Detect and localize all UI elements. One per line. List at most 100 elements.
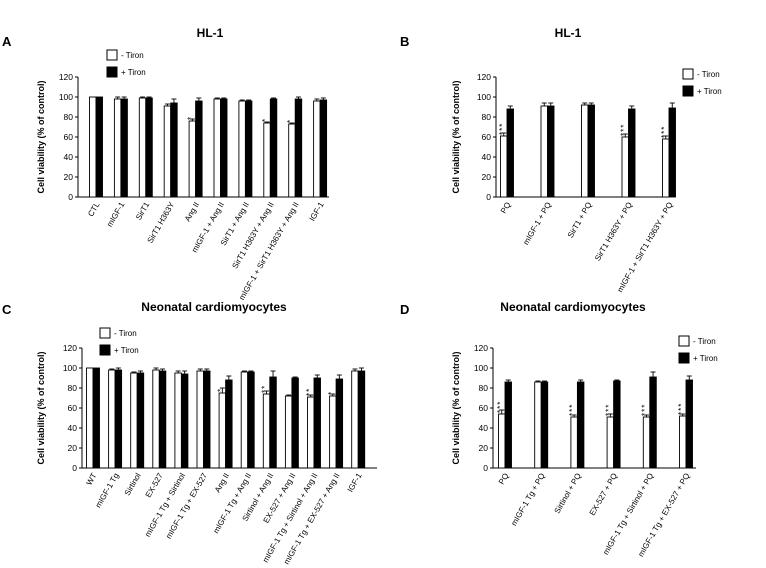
- bar: [225, 379, 233, 469]
- bar: [649, 376, 657, 469]
- bar: [203, 370, 211, 469]
- x-tick-label: SirT1: [134, 200, 152, 222]
- y-tick-label: 100: [63, 363, 77, 373]
- bar: [313, 100, 321, 198]
- bar: [195, 100, 203, 198]
- bar: [145, 97, 153, 198]
- panel-D: D Neonatal cardiomyocytes 0 20 40 60 80 100 120 C…: [400, 300, 718, 558]
- bar: [113, 98, 122, 198]
- bar: [613, 380, 621, 469]
- bar: [570, 416, 578, 469]
- bar: [540, 381, 549, 469]
- legend-swatch-plus: [682, 85, 694, 97]
- legend-label-minus: - Tiron: [121, 51, 144, 60]
- bar: [587, 104, 595, 198]
- legend-swatch-plus: [106, 66, 118, 78]
- bar: [540, 105, 548, 198]
- bar: [662, 138, 670, 198]
- x-tick-label: CTL: [86, 200, 102, 218]
- legend-label-minus: - Tiron: [697, 70, 720, 79]
- bar: [174, 372, 182, 469]
- y-tick-label: 20: [479, 443, 489, 453]
- panel-A: A HL-1 0 20 40 60 80 100 120 Cell viability (% of…: [2, 26, 329, 302]
- x-tick-label: IGF-1: [308, 200, 326, 223]
- y-tick-label: 60: [68, 403, 78, 413]
- legend: - Tiron + Tiron: [678, 335, 718, 364]
- significance-marker: ***: [496, 401, 505, 413]
- legend-label-plus: + Tiron: [114, 346, 139, 355]
- bar: [628, 108, 636, 198]
- legend-swatch-minus: [682, 68, 694, 80]
- panel-C: C Neonatal cardiomyocytes 0 20 40 60 80 100 120 C…: [2, 300, 377, 566]
- panel-B: B HL-1 0 20 40 60 80 100 120 Cell viability (% of…: [400, 26, 722, 294]
- bar: [500, 135, 508, 198]
- bar: [263, 122, 271, 198]
- legend-label-minus: - Tiron: [114, 329, 137, 338]
- bar: [108, 369, 116, 469]
- legend-swatch-minus: [678, 335, 690, 347]
- y-tick-label: 0: [483, 463, 488, 473]
- panel-label: A: [2, 34, 12, 49]
- bar: [581, 104, 589, 198]
- bar: [247, 371, 255, 469]
- bar: [213, 98, 221, 198]
- bar: [92, 367, 100, 469]
- y-tick-label: 100: [59, 92, 73, 102]
- bar: [351, 370, 359, 469]
- x-tick-label: Ang II: [183, 201, 201, 224]
- y-tick-label: 40: [479, 423, 489, 433]
- legend-swatch-plus: [99, 344, 111, 356]
- legend-label-plus: + Tiron: [121, 68, 146, 77]
- x-tick-label: Ang II: [213, 472, 231, 495]
- x-tick-label: EX-527 + PQ: [588, 472, 619, 518]
- bar: [288, 123, 296, 198]
- bar: [218, 392, 227, 469]
- bar: [506, 108, 514, 198]
- bar: [170, 102, 178, 198]
- x-tick-label: PQ: [499, 201, 513, 216]
- y-tick-label: 0: [68, 192, 73, 202]
- bar: [158, 370, 167, 469]
- significance-marker: **: [261, 385, 270, 393]
- bar: [606, 416, 615, 469]
- panel-title: HL-1: [197, 26, 224, 40]
- bar: [284, 395, 293, 469]
- x-tick-label: IGF-1: [346, 471, 364, 494]
- bar: [138, 97, 147, 198]
- y-tick-label: 100: [474, 363, 488, 373]
- bar: [196, 370, 204, 469]
- legend-swatch-plus: [678, 352, 690, 364]
- bar: [188, 120, 197, 198]
- bar: [357, 370, 366, 469]
- legend: - Tiron + Tiron: [106, 49, 146, 78]
- y-tick-label: 120: [59, 72, 73, 82]
- y-tick-label: 20: [68, 443, 78, 453]
- bar: [547, 105, 555, 198]
- significance-marker: *: [186, 116, 195, 120]
- legend-label-minus: - Tiron: [693, 337, 716, 346]
- bar: [136, 372, 145, 469]
- bar: [668, 107, 676, 198]
- bar: [679, 415, 687, 469]
- y-tick-label: 20: [64, 172, 74, 182]
- y-tick-label: 120: [474, 343, 488, 353]
- y-tick-label: 40: [68, 423, 78, 433]
- y-tick-label: 60: [479, 403, 489, 413]
- bar: [294, 98, 303, 198]
- y-axis-label: Cell viability (% of control): [451, 351, 461, 464]
- bar: [621, 136, 629, 198]
- legend-swatch-minus: [106, 49, 118, 61]
- legend: - Tiron + Tiron: [682, 68, 722, 97]
- y-tick-label: 40: [64, 152, 74, 162]
- y-tick-label: 40: [482, 152, 492, 162]
- legend-label-plus: + Tiron: [697, 87, 722, 96]
- significance-marker: ***: [568, 404, 577, 416]
- bar: [291, 377, 299, 469]
- bar: [244, 100, 253, 198]
- significance-marker: ***: [604, 404, 613, 416]
- significance-marker: ***: [677, 403, 686, 415]
- y-axis-label: Cell viability (% of control): [451, 80, 461, 193]
- x-tick-label: WT: [85, 471, 99, 486]
- x-tick-label: mIGF-1 + PQ: [521, 201, 553, 247]
